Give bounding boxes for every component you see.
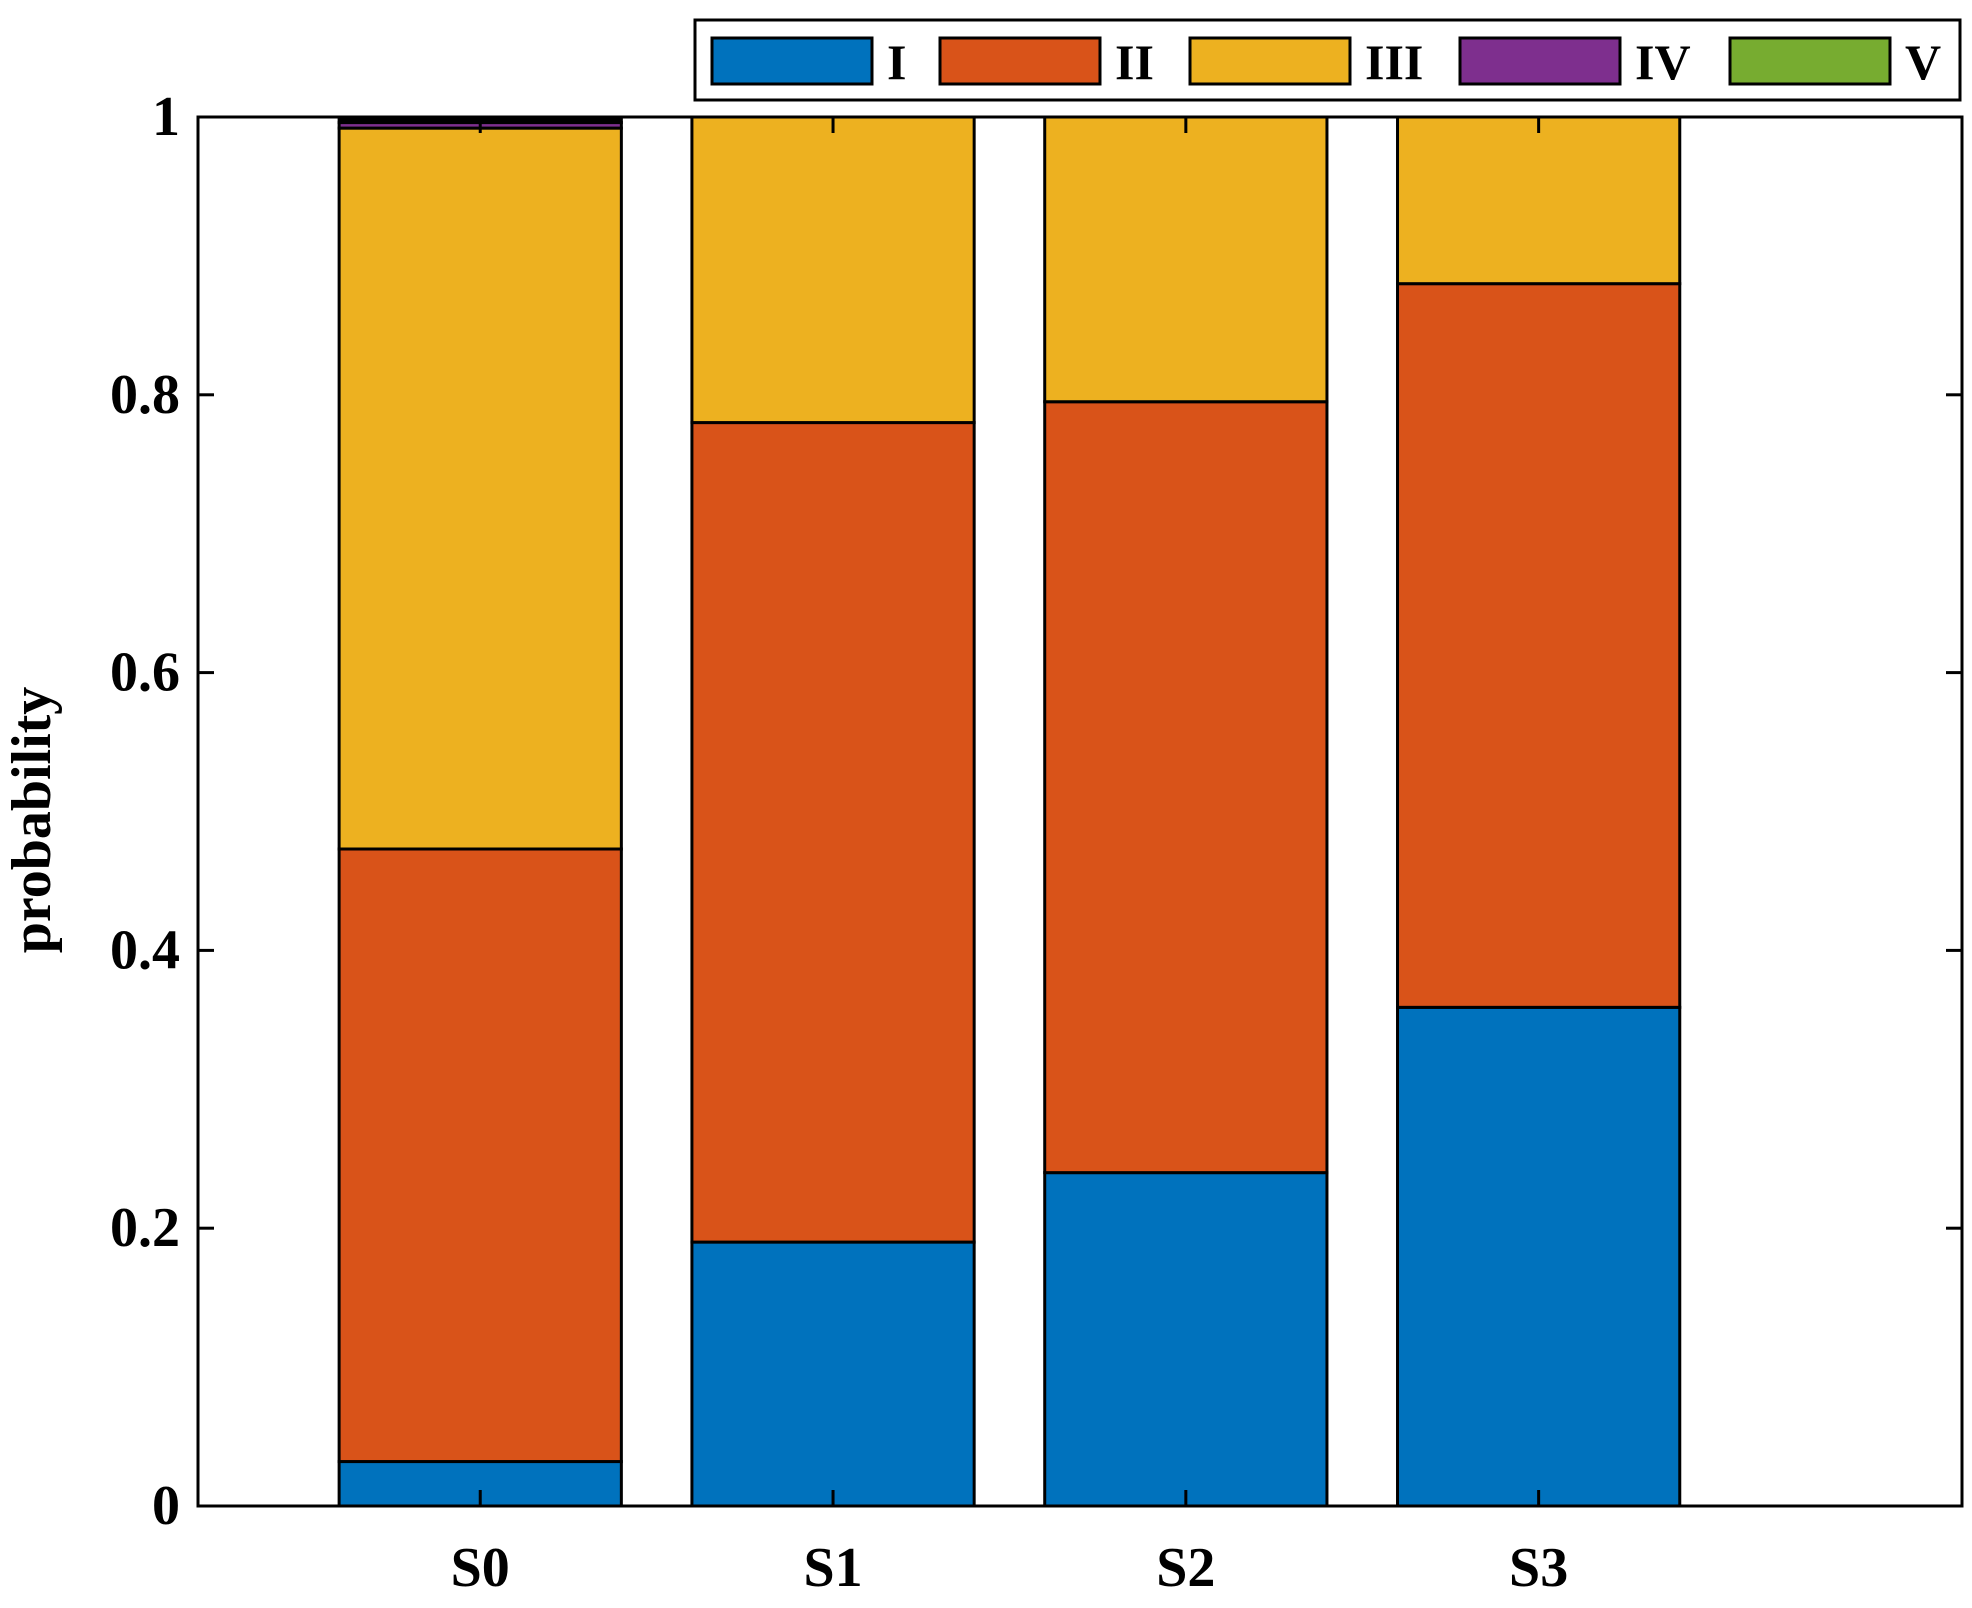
legend-swatch-iv: [1458, 36, 1622, 86]
bar-segment-s1-i: [690, 1240, 976, 1508]
legend-swatch-iii: [1188, 36, 1352, 86]
y-tick-label: 1: [152, 86, 180, 148]
legend-swatch-ii: [938, 36, 1102, 86]
ticks-layer: [198, 115, 1962, 1508]
bar-segment-s1-iii: [690, 115, 976, 425]
legend: I II III IV V: [693, 18, 1962, 102]
bar-segment-s2-ii: [1043, 400, 1329, 1175]
legend-label-iii: III: [1365, 34, 1423, 90]
bar-segment-s0-ii: [337, 847, 623, 1464]
plot-frame: [196, 115, 1964, 1508]
bars-layer: [337, 115, 1682, 1508]
bar-segment-s3-iii: [1396, 115, 1682, 286]
bar-segment-s0-iii: [337, 126, 623, 851]
bar-segment-s2-i: [1043, 1171, 1329, 1508]
legend-label-i: I: [887, 34, 906, 90]
legend-swatch-i: [710, 36, 874, 86]
y-tick-label: 0.8: [110, 364, 180, 426]
legend-label-v: V: [1905, 34, 1941, 90]
y-tick-label: 0.2: [110, 1197, 180, 1259]
bar-segment-s1-ii: [690, 421, 976, 1244]
y-tick-label: 0: [152, 1475, 180, 1537]
legend-swatch-v: [1728, 36, 1892, 86]
y-tick-labels: 0 0.2 0.4 0.6 0.8 1: [110, 86, 180, 1537]
y-tick-label: 0.4: [110, 919, 180, 981]
x-tick-label-s3: S3: [1509, 1537, 1568, 1599]
x-tick-label-s2: S2: [1156, 1537, 1215, 1599]
legend-label-ii: II: [1115, 34, 1154, 90]
x-tick-labels: S0 S1 S2 S3: [451, 1537, 1569, 1599]
x-tick-label-s1: S1: [803, 1537, 862, 1599]
y-tick-label: 0.6: [110, 642, 180, 704]
bar-segment-s3-i: [1396, 1005, 1682, 1508]
x-tick-label-s0: S0: [451, 1537, 510, 1599]
bar-segment-s2-iii: [1043, 115, 1329, 404]
y-axis-label: probability: [1, 687, 63, 954]
legend-label-iv: IV: [1635, 34, 1691, 90]
bar-segment-s3-ii: [1396, 282, 1682, 1009]
